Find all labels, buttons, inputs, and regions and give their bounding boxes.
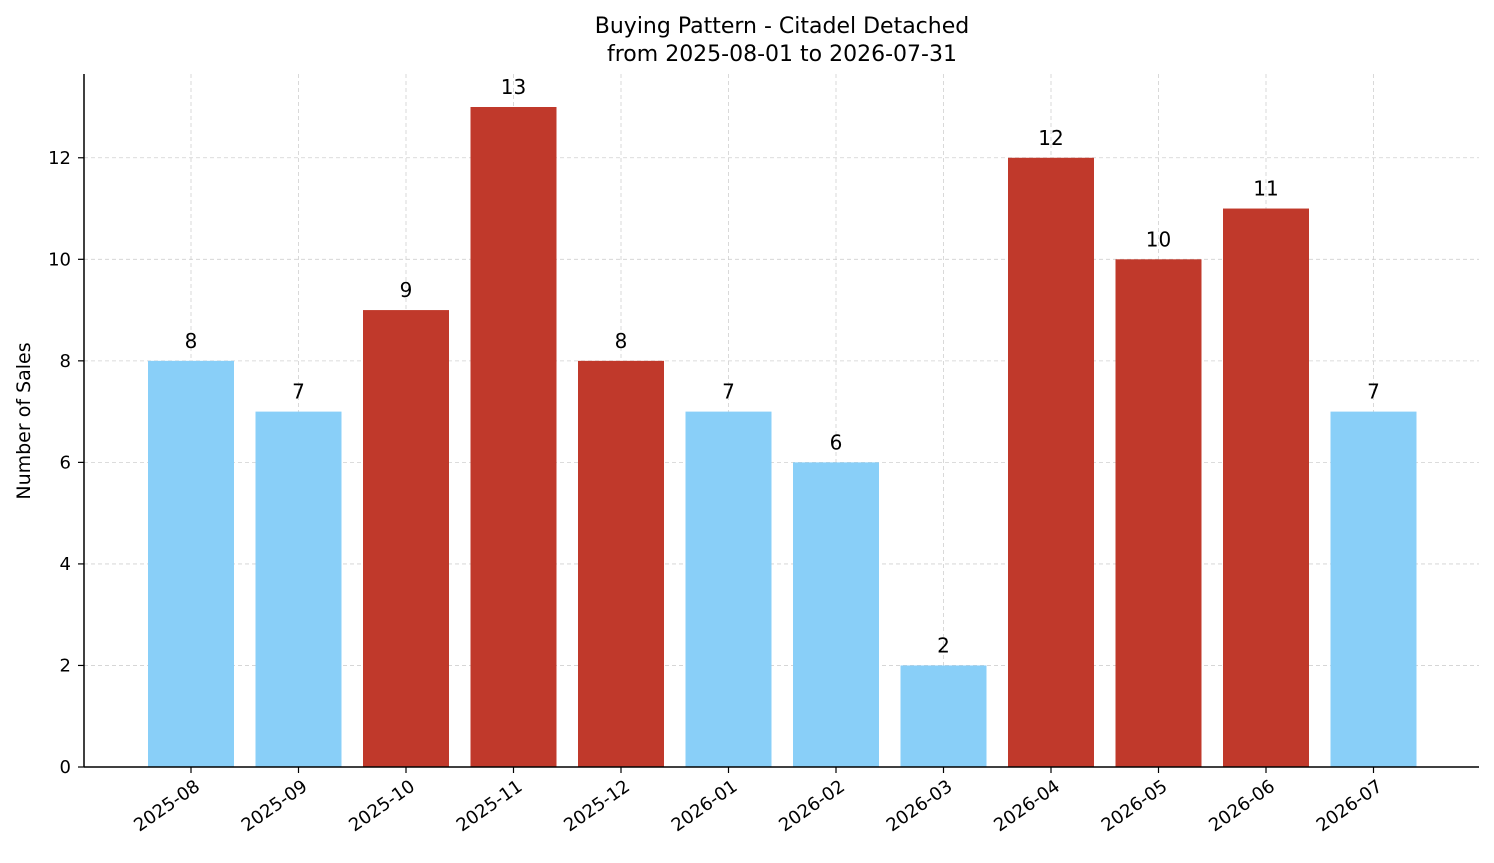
bar-2026-06 <box>1223 208 1309 768</box>
bar-2025-12 <box>578 360 664 767</box>
bar-2026-02 <box>793 462 879 767</box>
x-tick-label: 2025-09 <box>238 776 312 836</box>
bar-2026-07 <box>1330 411 1417 767</box>
data-label: 9 <box>400 278 413 302</box>
bar-2025-09 <box>255 411 342 767</box>
x-tick-label: 2025-11 <box>453 776 527 836</box>
axes <box>83 74 1479 768</box>
bar-2025-08 <box>148 360 234 767</box>
data-label: 8 <box>185 329 198 353</box>
x-tick-label: 2026-05 <box>1098 776 1172 836</box>
y-tick-label: 10 <box>48 249 71 270</box>
data-label: 7 <box>722 380 735 404</box>
x-tick-label: 2026-06 <box>1205 776 1279 836</box>
data-label: 7 <box>1367 380 1380 404</box>
data-label: 7 <box>292 380 305 404</box>
data-label: 12 <box>1038 126 1063 150</box>
data-label: 10 <box>1146 227 1171 251</box>
y-tick-label: 4 <box>60 554 71 575</box>
data-label: 6 <box>830 430 843 454</box>
y-tick-label: 8 <box>60 351 71 372</box>
data-labels: 8 7 9 13 8 7 6 2 12 10 11 7 <box>185 75 1380 657</box>
bar-2026-04 <box>1008 157 1094 767</box>
y-axis-label: Number of Sales <box>13 342 35 499</box>
x-tick-label: 2026-03 <box>883 776 957 836</box>
x-tick-label: 2026-02 <box>775 776 849 836</box>
x-tick-label: 2026-04 <box>990 776 1064 836</box>
data-label: 13 <box>501 75 526 99</box>
x-tick-label: 2025-12 <box>560 776 634 836</box>
data-label: 11 <box>1253 177 1278 201</box>
chart-title: Buying Pattern - Citadel Detached <box>595 14 969 39</box>
chart-subtitle: from 2025-08-01 to 2026-07-31 <box>607 42 957 67</box>
y-tick-label: 2 <box>60 655 71 676</box>
y-ticks: 0 2 4 6 8 10 12 <box>48 148 84 778</box>
bars <box>148 107 1417 768</box>
x-tick-label: 2026-01 <box>668 776 742 836</box>
bar-2026-05 <box>1115 259 1202 767</box>
x-tick-label: 2025-10 <box>345 776 419 836</box>
y-tick-label: 0 <box>60 757 71 778</box>
bar-2026-03 <box>900 665 987 767</box>
data-label: 2 <box>937 633 950 657</box>
y-tick-label: 12 <box>48 148 71 169</box>
data-label: 8 <box>615 329 628 353</box>
bar-2025-10 <box>363 310 449 767</box>
bar-2026-01 <box>685 411 772 767</box>
x-tick-label: 2025-08 <box>130 776 204 836</box>
bar-2025-11 <box>470 107 557 767</box>
x-ticks: 2025-08 2025-09 2025-10 2025-11 2025-12 2026-… <box>130 767 1386 836</box>
x-tick-label: 2026-07 <box>1313 776 1387 836</box>
y-tick-label: 6 <box>60 452 71 473</box>
